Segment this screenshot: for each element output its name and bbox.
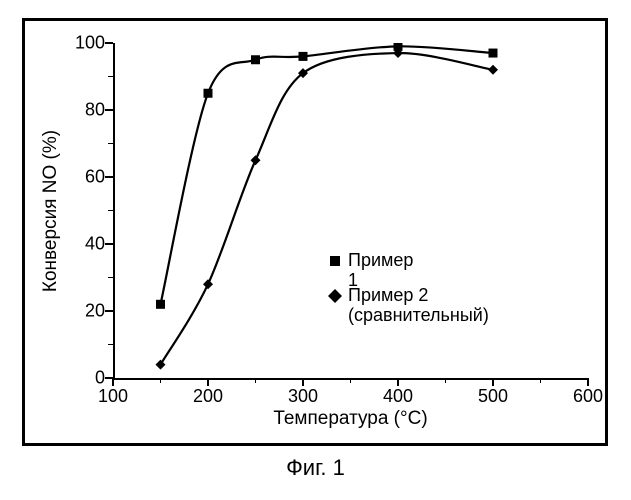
series-layer — [113, 43, 588, 378]
legend-label-2-line2: (сравнительный) — [348, 305, 489, 325]
chart-frame: 100 200 300 400 500 600 0 20 40 60 80 100 Конверси… — [22, 18, 608, 446]
y-tick-label: 0 — [25, 368, 105, 389]
x-axis-title: Температура (°C) — [273, 408, 427, 430]
data-point — [156, 300, 165, 309]
square-marker-icon — [328, 254, 342, 268]
x-tick-label: 100 — [98, 386, 128, 407]
plot-area — [113, 43, 588, 378]
y-tick-label: 20 — [25, 301, 105, 322]
data-point — [488, 65, 498, 75]
legend-label-2-line1: Пример 2 — [348, 285, 428, 305]
x-tick-label: 600 — [573, 386, 603, 407]
y-axis-title: Конверсия NO (%) — [40, 129, 62, 291]
legend-label-2: Пример 2 (сравнительный) — [348, 286, 489, 326]
x-tick-label: 300 — [288, 386, 318, 407]
series-line-s1 — [161, 46, 494, 304]
y-tick-label: 40 — [25, 234, 105, 255]
data-point — [156, 360, 166, 370]
x-tick-label: 500 — [478, 386, 508, 407]
legend-item-2: Пример 2 (сравнительный) — [328, 286, 489, 326]
data-point — [299, 52, 308, 61]
data-point — [489, 49, 498, 58]
data-point — [203, 279, 213, 289]
x-tick-label: 400 — [383, 386, 413, 407]
y-tick-label: 100 — [25, 33, 105, 54]
y-tick-label: 60 — [25, 167, 105, 188]
x-tick-label: 200 — [193, 386, 223, 407]
diamond-marker-icon — [328, 289, 342, 303]
data-point — [204, 89, 213, 98]
data-point — [251, 55, 260, 64]
y-tick-label: 80 — [25, 100, 105, 121]
figure-caption: Фиг. 1 — [0, 455, 631, 481]
figure-container: 100 200 300 400 500 600 0 20 40 60 80 100 Конверси… — [0, 0, 631, 500]
data-point — [251, 155, 261, 165]
